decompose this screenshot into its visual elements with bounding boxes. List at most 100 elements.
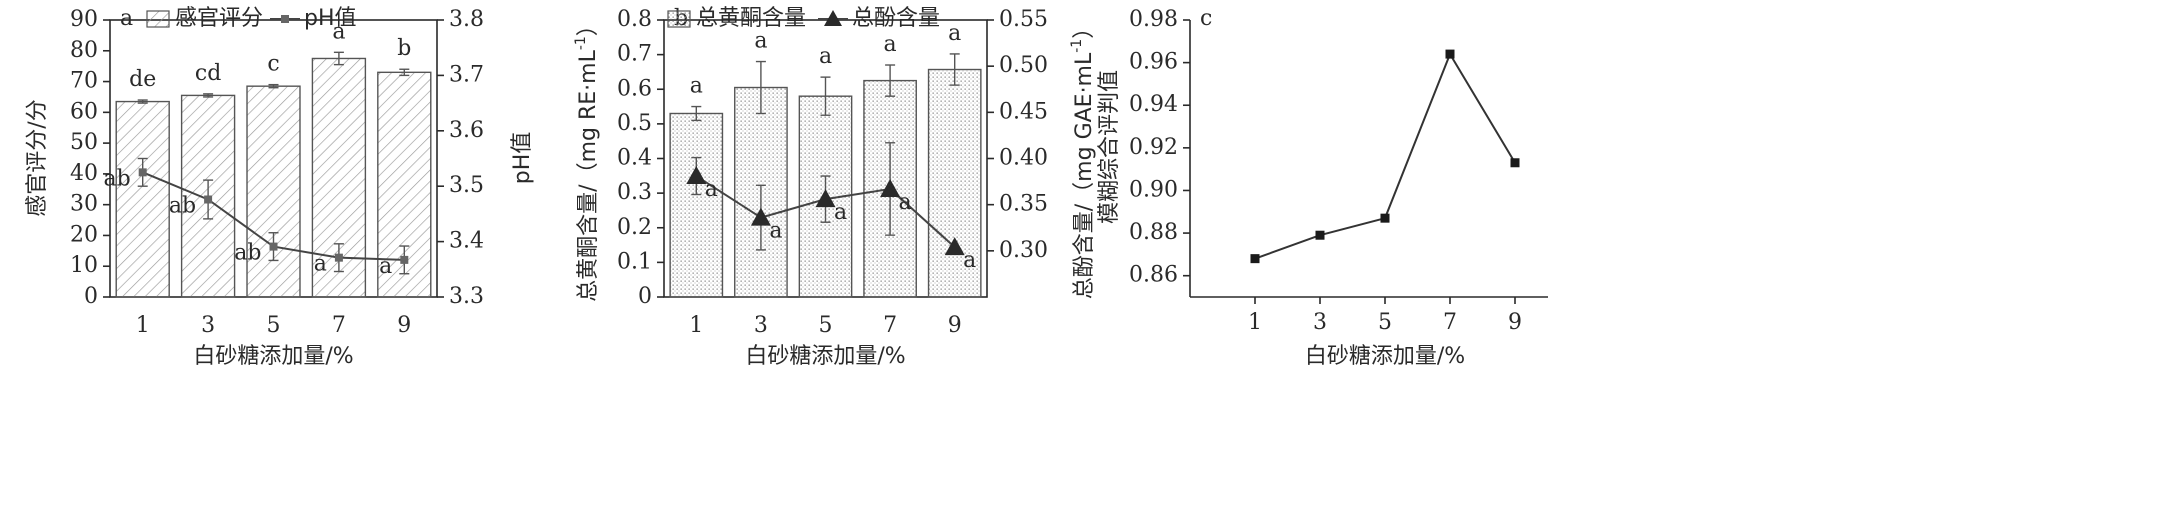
y-tick-label: 0.98 (1129, 7, 1178, 32)
y-tick-label: 0.6 (617, 76, 652, 101)
line-significance-letter: a (314, 252, 327, 277)
bar (669, 112, 724, 298)
legend-square-marker (281, 15, 289, 23)
y-tick-label: 0.7 (617, 42, 652, 67)
y2-tick-label: 0.30 (999, 238, 1048, 263)
y-tick-label: 50 (70, 130, 98, 155)
x-tick-label: 7 (1443, 310, 1457, 335)
x-tick-label: 9 (397, 313, 411, 338)
x-tick-label: 3 (201, 313, 215, 338)
square-marker (1315, 230, 1325, 240)
line-significance-letter: a (899, 190, 912, 215)
x-axis-label: 白砂糖添加量/% (1305, 344, 1465, 369)
line-significance-letter: ab (169, 193, 196, 218)
y-axis-label-text: 总黄酮含量/（mg RE·mL (576, 49, 601, 301)
line-significance-letter: a (705, 177, 718, 202)
y-axis-label-text: ） (576, 14, 601, 36)
bar-significance-letter: b (397, 36, 411, 61)
bar-significance-letter: a (948, 21, 961, 46)
x-tick-label: 9 (1508, 310, 1522, 335)
x-tick-label: 5 (1378, 310, 1392, 335)
y-tick-label: 40 (70, 161, 98, 186)
triangle-marker (750, 207, 771, 226)
y-tick-label: 30 (70, 192, 98, 217)
y2-tick-label: 0.40 (999, 146, 1048, 171)
legend-bar-swatch (667, 10, 691, 28)
x-axis-label: 白砂糖添加量/% (193, 344, 353, 369)
y-tick-label: 0.90 (1129, 177, 1178, 202)
line-significance-letter: ab (103, 166, 130, 191)
square-marker (1250, 254, 1260, 264)
y-tick-label: 90 (70, 7, 98, 32)
x-tick-label: 5 (267, 313, 281, 338)
y2-axis-label: pH值 (510, 132, 535, 185)
bar-significance-letter: de (129, 67, 156, 92)
bar-significance-letter: a (754, 29, 767, 54)
bar (115, 100, 170, 298)
y-axis-label: 总黄酮含量/（mg RE·mL-1） (573, 14, 601, 302)
bar-significance-letter: cd (195, 61, 221, 86)
line-significance-letter: a (379, 254, 392, 279)
y-axis-label: 模糊综合评判值 (1097, 70, 1122, 224)
y-tick-label: 0 (84, 284, 98, 309)
square-marker (1510, 158, 1520, 168)
y2-axis-label-superscript: -1 (1069, 39, 1085, 53)
series-line (1254, 51, 1516, 260)
y-tick-label: 0.94 (1129, 92, 1178, 117)
y2-tick-label: 0.50 (999, 53, 1048, 78)
y2-tick-label: 3.7 (449, 62, 484, 87)
panel-label: a (120, 6, 133, 31)
bar-significance-letter: c (267, 52, 279, 77)
line-significance-letter: a (834, 200, 847, 225)
x-tick-label: 3 (1313, 310, 1327, 335)
legend-triangle-marker (824, 10, 842, 26)
x-tick-label: 1 (689, 313, 703, 338)
y-tick-label: 0.5 (617, 111, 652, 136)
square-marker (269, 242, 278, 251)
x-tick-label: 7 (883, 313, 897, 338)
y-tick-label: 0.3 (617, 180, 652, 205)
x-tick-label: 7 (332, 313, 346, 338)
y2-axis-label-text: 总酚含量/（mg GAE·mL (1072, 52, 1097, 299)
x-tick-label: 9 (948, 313, 962, 338)
x-tick-label: 5 (819, 313, 833, 338)
line-significance-letter: ab (234, 241, 261, 266)
square-marker (400, 255, 409, 264)
bar-significance-letter: a (884, 32, 897, 57)
y-tick-label: 10 (70, 253, 98, 278)
y-tick-label: 60 (70, 99, 98, 124)
y-tick-label: 0 (638, 284, 652, 309)
y2-tick-label: 3.4 (449, 229, 484, 254)
x-tick-label: 3 (754, 313, 768, 338)
bar-significance-letter: a (690, 74, 703, 99)
bar (246, 85, 301, 298)
triangle-marker (880, 178, 901, 197)
y2-tick-label: 0.35 (999, 192, 1048, 217)
y-tick-label: 80 (70, 38, 98, 63)
line-significance-letter: a (963, 248, 976, 273)
square-marker (204, 195, 213, 204)
legend-line-label: pH值 (304, 6, 357, 31)
x-axis-label: 白砂糖添加量/% (745, 344, 905, 369)
triangle-marker (815, 189, 836, 208)
x-tick-label: 1 (1248, 310, 1262, 335)
y-tick-label: 0.96 (1129, 50, 1178, 75)
y2-tick-label: 3.5 (449, 173, 484, 198)
legend-line-label: 总酚含量 (852, 6, 940, 31)
y-tick-label: 0.92 (1129, 135, 1178, 160)
square-marker (1445, 49, 1455, 59)
line-significance-letter: a (769, 219, 782, 244)
x-tick-label: 1 (136, 313, 150, 338)
y-axis-label-superscript: -1 (573, 36, 589, 50)
bar-significance-letter: a (819, 44, 832, 69)
y2-tick-label: 0.55 (999, 7, 1048, 32)
triangle-marker (686, 166, 707, 185)
y2-tick-label: 3.6 (449, 118, 484, 143)
bar-significance-letter: a (332, 19, 345, 44)
y-tick-label: 70 (70, 69, 98, 94)
panel-label: c (1200, 6, 1212, 31)
y2-axis-label-text: ） (1072, 17, 1097, 39)
y-tick-label: 0.1 (617, 249, 652, 274)
legend-bar-label: 总黄酮含量 (696, 6, 806, 31)
